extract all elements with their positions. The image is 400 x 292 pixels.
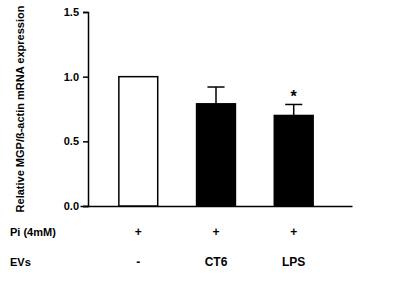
row-label: EVs bbox=[10, 256, 31, 268]
category-label: - bbox=[136, 255, 140, 269]
bar bbox=[197, 104, 236, 206]
y-tick-label: 0.5 bbox=[64, 135, 79, 147]
y-axis-line bbox=[83, 13, 89, 207]
row-label: Pi (4mM) bbox=[10, 226, 56, 238]
category-label: CT6 bbox=[205, 255, 228, 269]
chart: 0.0 0.5 1.0 1.5 Relative MGP/ß-actin mRNA ex… bbox=[0, 0, 400, 292]
category-label: LPS bbox=[282, 255, 305, 269]
y-tick-label: 1.5 bbox=[64, 6, 79, 18]
error-cap bbox=[207, 86, 224, 88]
y-axis: 0.0 0.5 1.0 1.5 bbox=[64, 6, 89, 212]
row-cell: + bbox=[290, 225, 297, 239]
row-cell: + bbox=[212, 225, 219, 239]
bar bbox=[274, 115, 313, 206]
significance-marker: * bbox=[291, 88, 298, 105]
error-stem bbox=[215, 87, 217, 104]
error-bar bbox=[285, 104, 302, 115]
y-tick-mark bbox=[83, 141, 88, 143]
row-cell: + bbox=[135, 225, 142, 239]
error-stem bbox=[293, 104, 295, 115]
y-tick-label: 0.0 bbox=[64, 200, 79, 212]
y-tick: 0.5 bbox=[64, 135, 88, 147]
error-bar bbox=[207, 87, 224, 104]
y-tick-mark bbox=[83, 76, 88, 78]
y-tick-label: 1.0 bbox=[64, 71, 79, 83]
y-tick-mark bbox=[83, 12, 88, 14]
bars bbox=[119, 77, 313, 206]
bar bbox=[119, 77, 158, 206]
y-tick: 1.0 bbox=[64, 71, 88, 83]
y-axis-title: Relative MGP/ß-actin mRNA expression bbox=[14, 5, 26, 212]
y-tick: 1.5 bbox=[64, 6, 88, 18]
